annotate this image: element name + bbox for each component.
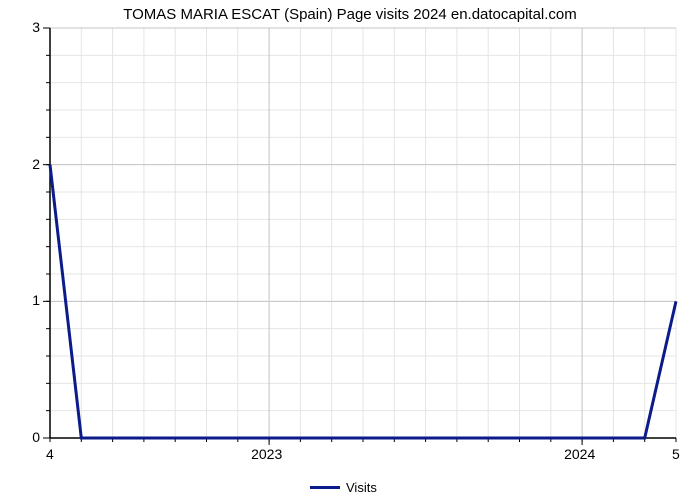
x-tick-label: 2024 [564,446,595,462]
chart-container: { "chart": { "type": "line", "title": "T… [0,0,700,500]
y-tick-label: 2 [32,156,40,172]
x-tick-label: 2023 [251,446,282,462]
y-tick-label: 1 [32,292,40,308]
chart-svg [0,0,700,500]
x-end-label: 4 [46,446,54,462]
legend-swatch [310,486,340,489]
y-tick-label: 3 [32,19,40,35]
y-tick-label: 0 [32,429,40,445]
legend-label: Visits [346,480,377,495]
x-end-label: 5 [672,446,680,462]
legend: Visits [310,480,377,495]
